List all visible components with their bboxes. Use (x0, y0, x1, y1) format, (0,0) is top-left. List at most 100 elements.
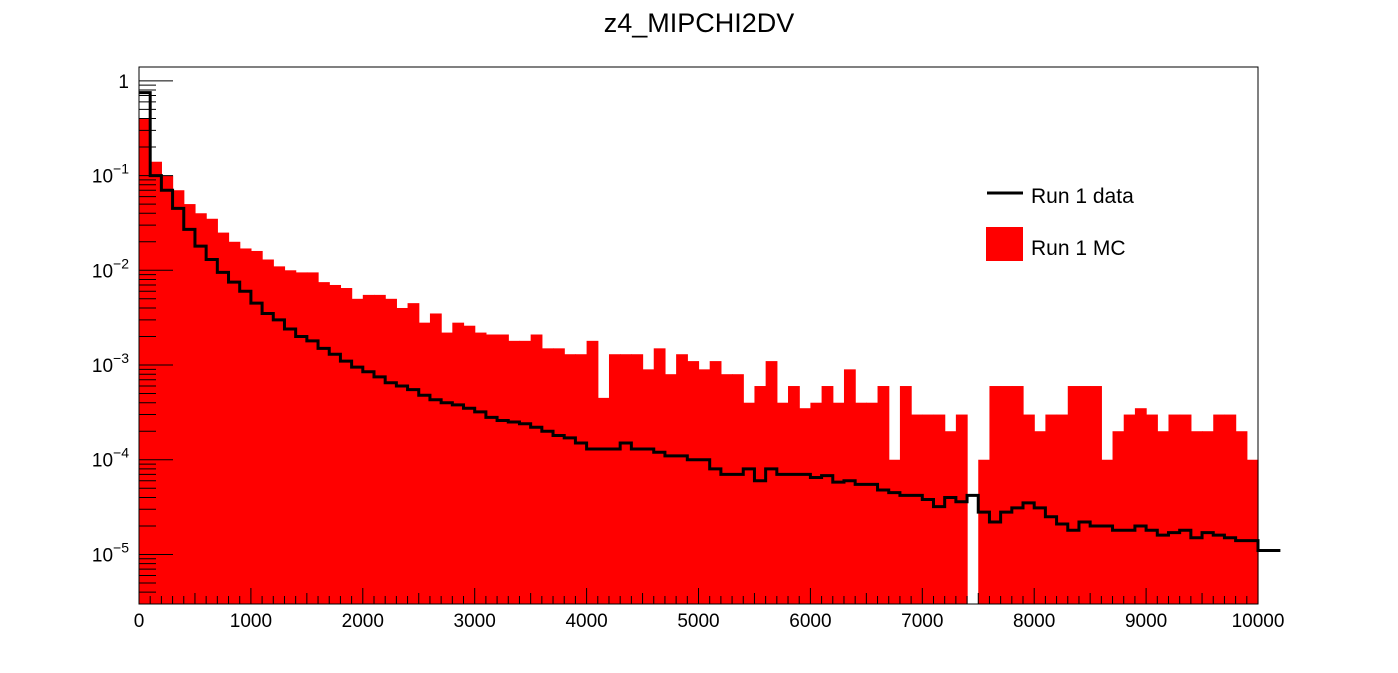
mc-bar (418, 322, 431, 604)
mc-bar (955, 414, 968, 604)
mc-bar (1056, 414, 1069, 604)
mc-bar (262, 259, 274, 604)
mc-bar (810, 402, 823, 604)
mc-bar (799, 408, 811, 604)
y-tick-label: 10−3 (92, 350, 129, 377)
mc-bar (295, 272, 308, 604)
mc-bar (508, 340, 521, 604)
mc-bar (385, 298, 397, 604)
mc-bar (429, 313, 442, 604)
mc-bar (922, 414, 935, 604)
mc-bar (474, 332, 487, 604)
mc-bar (1224, 414, 1237, 604)
mc-bar (373, 294, 386, 604)
x-tick-label: 8000 (1013, 611, 1055, 632)
mc-bar (720, 374, 733, 604)
mc-bar (732, 374, 744, 604)
mc-bar (1235, 431, 1248, 604)
mc-bar (653, 348, 666, 604)
legend: Run 1 data Run 1 MC (986, 185, 1134, 261)
mc-bar (340, 288, 353, 604)
data-step-line (139, 91, 1281, 553)
mc-bar (139, 118, 151, 604)
x-tick-label: 0 (134, 611, 145, 632)
mc-bar (788, 386, 800, 604)
mc-bar (228, 241, 241, 604)
mc-bar (284, 270, 297, 604)
mc-bar (642, 369, 655, 604)
mc-bar (1045, 414, 1058, 604)
legend-box-symbol (986, 227, 1023, 261)
mc-bar (329, 284, 342, 604)
x-tick-label: 9000 (1125, 611, 1167, 632)
mc-bar (1190, 431, 1203, 604)
mc-bar (318, 282, 330, 604)
x-tick-label: 3000 (454, 611, 496, 632)
y-tick-label: 10−4 (92, 445, 129, 472)
mc-bar (564, 354, 577, 604)
mc-bar (1213, 414, 1226, 604)
mc-bar (1023, 414, 1035, 604)
chart-title: z4_MIPCHI2DV (604, 8, 795, 38)
mc-bar (754, 386, 767, 604)
mc-bar (608, 354, 621, 604)
mc-bar (1090, 386, 1102, 604)
mc-bar (150, 161, 162, 605)
mc-bar (362, 294, 375, 604)
mc-bar (989, 386, 1002, 604)
mc-bar (888, 459, 901, 604)
mc-bar (239, 248, 252, 604)
mc-bar (1112, 431, 1125, 604)
mc-bar (698, 369, 711, 604)
mc-bar (497, 334, 509, 604)
mc-bar (217, 232, 230, 604)
mc-bar (1123, 414, 1136, 604)
x-tick-label: 7000 (901, 611, 943, 632)
mc-bar (843, 369, 856, 604)
mc-bar (664, 374, 677, 604)
mc-bar (1101, 459, 1114, 604)
mc-bar (485, 334, 498, 604)
mc-bar (1146, 414, 1158, 604)
mc-bar (541, 348, 554, 604)
mc-bar (172, 190, 185, 605)
mc-bar (306, 272, 319, 604)
mc-bar (396, 307, 409, 604)
mc-bar (183, 204, 196, 604)
mc-bar (620, 354, 632, 604)
mc-bar (530, 334, 543, 604)
x-tick-label: 2000 (342, 611, 384, 632)
mc-bar (1011, 386, 1024, 604)
mc-bar (631, 354, 644, 604)
mc-bar (687, 361, 700, 604)
y-tick-label: 10−2 (92, 255, 129, 282)
mc-bar (463, 325, 476, 604)
mc-bar (832, 402, 845, 604)
mc-bar (866, 402, 879, 604)
mc-bar (709, 361, 722, 604)
y-tick-label: 10−5 (92, 539, 129, 566)
mc-bar (743, 402, 756, 604)
mc-bar (441, 332, 453, 604)
x-tick-label: 10000 (1232, 611, 1285, 632)
mc-bar (1078, 386, 1091, 604)
mc-bar (1034, 431, 1046, 604)
mc-bar (553, 348, 565, 604)
mc-bar (351, 298, 364, 604)
mc-bar (452, 322, 465, 604)
mc-bar (194, 213, 207, 604)
mc-bar (821, 386, 834, 604)
mc-bar (911, 414, 923, 604)
x-tick-label: 1000 (230, 611, 272, 632)
mc-bar (1168, 414, 1181, 604)
mc-bar (206, 218, 218, 604)
mc-bar (519, 340, 532, 604)
mc-bar (676, 354, 688, 604)
y-axis: 1 10−1 10−2 10−3 10−4 10−5 (92, 72, 173, 605)
mc-bar (1157, 431, 1170, 604)
mc-bar (776, 402, 789, 604)
y-tick-label: 1 (118, 72, 129, 93)
mc-bar (586, 340, 599, 604)
mc-bar (597, 397, 610, 604)
